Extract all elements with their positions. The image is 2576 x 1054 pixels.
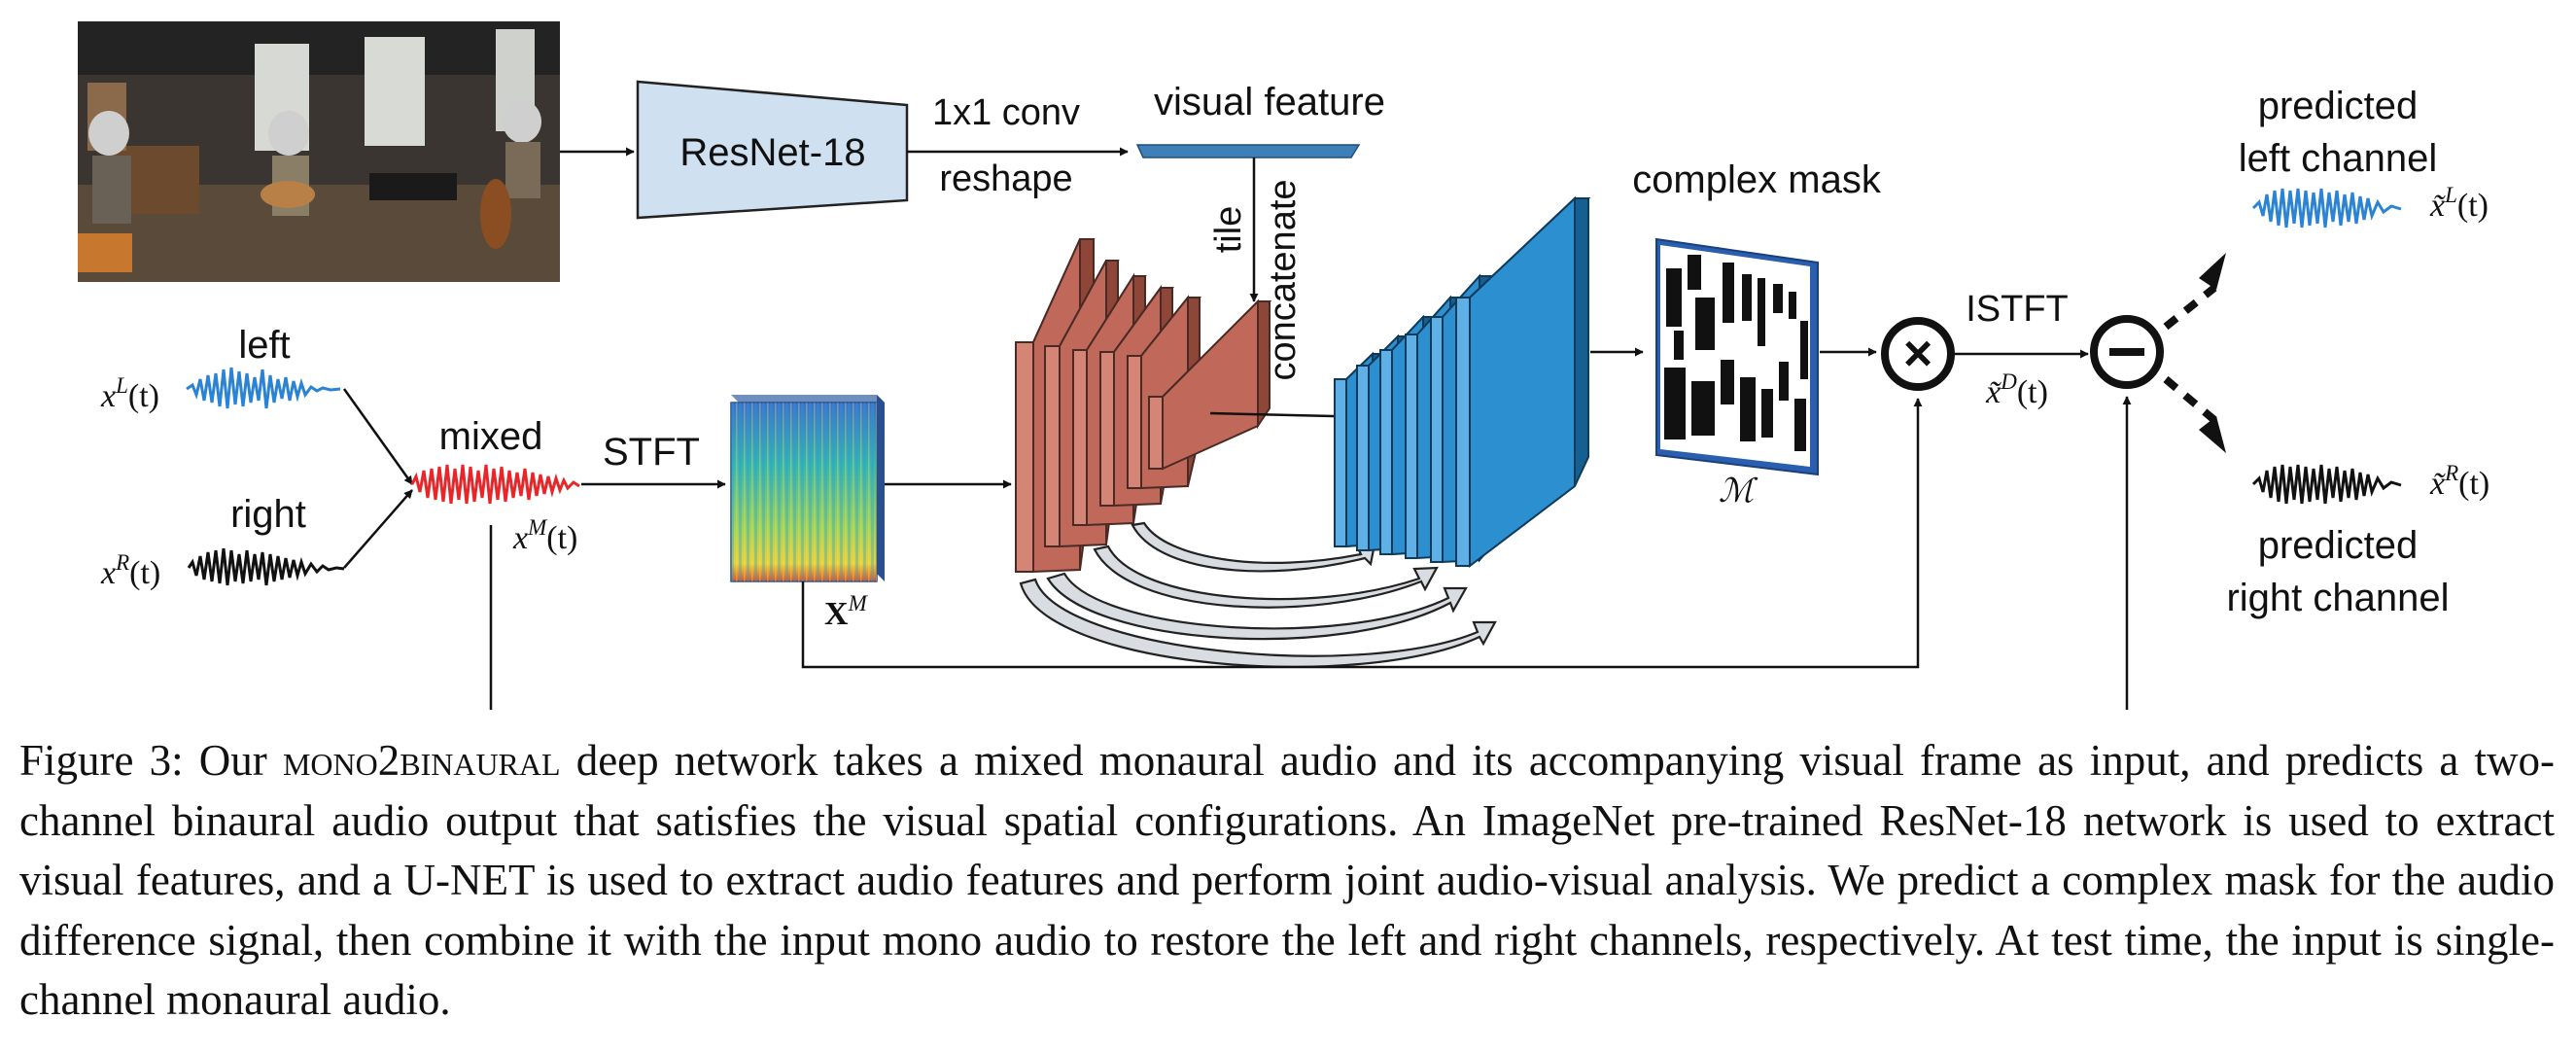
unet-encoder — [1015, 238, 1272, 574]
left-signal-label: xL(t) — [100, 373, 159, 414]
predicted-left-wave — [2251, 188, 2402, 228]
figure-caption: Figure 3: Our mono2binaural deep network… — [19, 731, 2555, 1031]
spectrogram-symbol-label: XM — [824, 591, 869, 632]
skip-connection-1 — [1131, 521, 1377, 573]
caption-prefix: Figure 3: Our — [19, 736, 283, 785]
multiply-node: × — [1881, 317, 1955, 391]
mixed-wave — [410, 464, 580, 505]
skip-connections — [1019, 521, 1497, 668]
arrow-mixed-to-subtract — [2122, 396, 2132, 710]
pred-left-signal-label: x̃L(t) — [2429, 183, 2489, 224]
caption-model-name: mono2binaural — [282, 736, 561, 785]
diff-signal-label: x̃D(t) — [1985, 369, 2048, 410]
resnet-trapezoid — [636, 80, 909, 220]
arrow-spectrogram-to-multiply — [801, 398, 1923, 669]
conv-label: 1x1 conv — [932, 92, 1080, 133]
skip-connection-4 — [1019, 578, 1497, 668]
subtract-node — [2090, 315, 2164, 389]
left-wave — [186, 367, 341, 409]
arrowhead-left-output — [2199, 253, 2226, 290]
stft-label: STFT — [603, 431, 700, 474]
right-signal-label: xR(t) — [100, 550, 160, 591]
predicted-right-line2: right channel — [2226, 577, 2449, 619]
encoder-layer-6 — [1148, 299, 1272, 471]
resnet-label: ResNet-18 — [679, 131, 865, 174]
decoder-layer-6 — [1455, 195, 1591, 569]
subtract-symbol — [2109, 348, 2144, 356]
arrowhead-right-output — [2199, 416, 2226, 453]
istft-label: ISTFT — [1966, 289, 2069, 330]
caption-text: deep network takes a mixed monaural audi… — [19, 736, 2555, 1024]
predicted-right-line1: predicted — [2258, 524, 2419, 567]
skip-connection-3 — [1046, 572, 1468, 641]
right-wave — [187, 547, 345, 586]
spectrogram — [730, 395, 885, 582]
predicted-left-line2: left channel — [2239, 137, 2438, 180]
predicted-left-line1: predicted — [2258, 85, 2419, 127]
predicted-right-wave — [2251, 464, 2402, 505]
visual-feature-bar — [1135, 144, 1361, 158]
reshape-label: reshape — [939, 158, 1072, 199]
multiply-symbol: × — [1903, 326, 1932, 382]
resnet-block: ResNet-18 — [636, 80, 909, 220]
left-label: left — [238, 324, 290, 367]
arrow-right-to-mixed — [343, 489, 413, 569]
mask-symbol: ℳ — [1719, 474, 1758, 509]
dashed-arrow-to-left-output — [2163, 284, 2217, 331]
arrow-left-to-mixed — [342, 388, 414, 485]
pred-right-signal-label: x̃R(t) — [2429, 461, 2489, 502]
dashed-arrow-to-right-output — [2163, 375, 2217, 424]
unet-decoder — [1334, 195, 1591, 569]
complex-mask-label: complex mask — [1632, 158, 1882, 201]
mixed-label: mixed — [439, 415, 543, 458]
bottleneck-line — [1209, 411, 1335, 418]
complex-mask: ℳ — [1655, 237, 1819, 509]
right-label: right — [230, 493, 306, 536]
visual-feature-label: visual feature — [1154, 81, 1385, 123]
network-diagram: ResNet-18 1x1 conv reshape visual featur… — [78, 21, 2489, 710]
input-video-frame — [78, 21, 560, 282]
mixed-signal-label: xM(t) — [512, 515, 577, 556]
skip-connection-2 — [1093, 545, 1439, 609]
tile-label: tile — [1208, 206, 1249, 254]
